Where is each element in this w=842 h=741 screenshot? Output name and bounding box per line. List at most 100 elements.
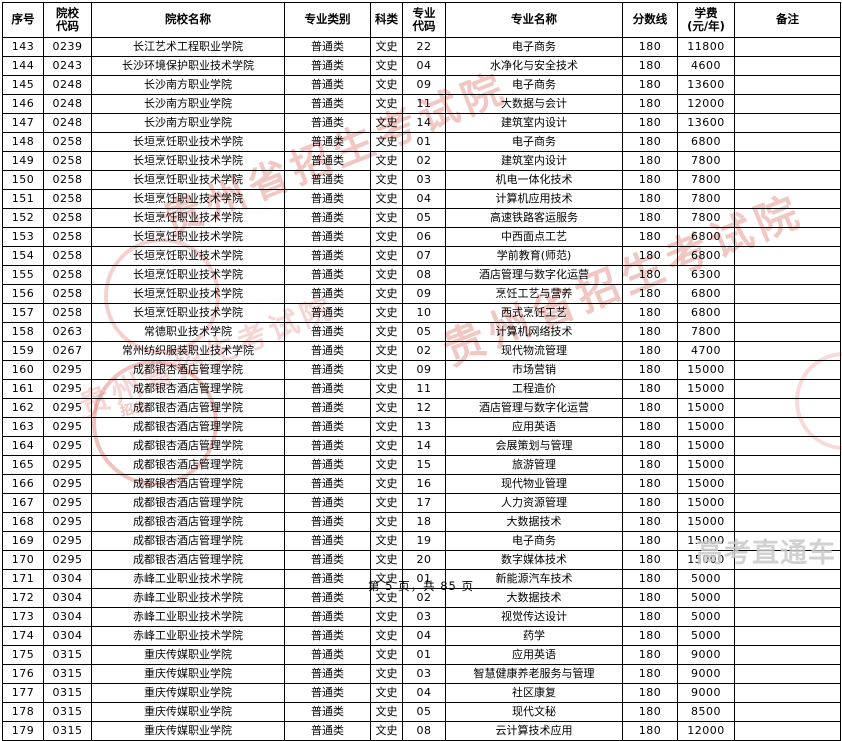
table-row: 169 0295 成都银杏酒店管理学院 普通类 文史 19 电子商务 180 15000 (2, 531, 841, 551)
cell-major-code: 14 (402, 436, 446, 456)
cell-school-code: 0248 (43, 75, 92, 95)
cell-seq: 144 (2, 56, 44, 76)
cell-seq: 168 (2, 512, 44, 532)
table-row: 158 0263 常德职业技术学院 普通类 文史 05 计算机网络技术 180 7800 (2, 322, 841, 342)
cell-major-code: 19 (402, 531, 446, 551)
cell-major-code: 01 (402, 132, 446, 152)
cell-subject: 文史 (370, 493, 403, 513)
cell-school-code: 0295 (43, 455, 92, 475)
cell-remark (734, 265, 841, 285)
table-row: 176 0315 重庆传媒职业学院 普通类 文史 03 智慧健康养老服务与管理 180 9000 (2, 664, 841, 684)
cell-school-name: 长垣烹饪职业技术学院 (91, 265, 285, 285)
col-header-remark: 备注 (734, 2, 841, 38)
col-header-major-code-line1: 专业 (412, 5, 436, 20)
cell-score-line: 180 (622, 341, 678, 361)
col-header-school-name: 院校名称 (91, 2, 285, 38)
cell-school-name: 常德职业技术学院 (91, 322, 285, 342)
cell-school-code: 0315 (43, 702, 92, 722)
cell-major-category: 普通类 (284, 626, 371, 646)
cell-score-line: 180 (622, 227, 678, 247)
cell-school-code: 0243 (43, 56, 92, 76)
table-row: 155 0258 长垣烹饪职业技术学院 普通类 文史 08 酒店管理与数字化运营 180 630… (2, 265, 841, 285)
cell-score-line: 180 (622, 550, 678, 570)
cell-score-line: 180 (622, 113, 678, 133)
cell-major-category: 普通类 (284, 265, 371, 285)
cell-major-name: 旅游管理 (445, 455, 623, 475)
cell-school-name: 成都银杏酒店管理学院 (91, 398, 285, 418)
cell-score-line: 180 (622, 189, 678, 209)
cell-major-category: 普通类 (284, 474, 371, 494)
cell-major-category: 普通类 (284, 208, 371, 228)
table-row: 168 0295 成都银杏酒店管理学院 普通类 文史 18 大数据技术 180 15000 (2, 512, 841, 532)
cell-major-code: 05 (402, 208, 446, 228)
cell-score-line: 180 (622, 265, 678, 285)
cell-remark (734, 208, 841, 228)
table-row: 171 0304 赤峰工业职业技术学院 普通类 文史 01 新能源汽车技术 180 5000 (2, 569, 841, 589)
cell-school-code: 0258 (43, 208, 92, 228)
table-row: 156 0258 长垣烹饪职业技术学院 普通类 文史 09 烹饪工艺与营养 180 6800 (2, 284, 841, 304)
col-header-score-line: 分数线 (622, 2, 678, 38)
cell-major-code: 03 (402, 170, 446, 190)
cell-major-category: 普通类 (284, 569, 371, 589)
cell-major-code: 05 (402, 322, 446, 342)
table-row: 173 0304 赤峰工业职业技术学院 普通类 文史 03 视觉传达设计 180 5000 (2, 607, 841, 627)
cell-subject: 文史 (370, 322, 403, 342)
table-row: 163 0295 成都银杏酒店管理学院 普通类 文史 13 应用英语 180 15000 (2, 417, 841, 437)
cell-school-code: 0295 (43, 379, 92, 399)
cell-school-code: 0248 (43, 113, 92, 133)
cell-score-line: 180 (622, 170, 678, 190)
cell-major-category: 普通类 (284, 360, 371, 380)
cell-score-line: 180 (622, 37, 678, 57)
cell-tuition: 15000 (677, 474, 735, 494)
col-header-major-code: 专业 代码 (402, 2, 446, 38)
cell-school-code: 0258 (43, 246, 92, 266)
cell-major-code: 09 (402, 360, 446, 380)
cell-seq: 148 (2, 132, 44, 152)
cell-tuition: 6800 (677, 227, 735, 247)
table-row: 161 0295 成都银杏酒店管理学院 普通类 文史 11 工程造价 180 15000 (2, 379, 841, 399)
cell-remark (734, 113, 841, 133)
cell-school-name: 长垣烹饪职业技术学院 (91, 246, 285, 266)
cell-score-line: 180 (622, 379, 678, 399)
cell-tuition: 15000 (677, 436, 735, 456)
cell-tuition: 4700 (677, 341, 735, 361)
col-header-school-code-line2: 代码 (56, 19, 79, 33)
cell-seq: 157 (2, 303, 44, 323)
cell-remark (734, 664, 841, 684)
cell-major-code: 18 (402, 512, 446, 532)
cell-major-category: 普通类 (284, 227, 371, 247)
cell-subject: 文史 (370, 341, 403, 361)
cell-tuition: 15000 (677, 550, 735, 570)
cell-major-code: 13 (402, 417, 446, 437)
table-row: 164 0295 成都银杏酒店管理学院 普通类 文史 14 会展策划与管理 180 15000 (2, 436, 841, 456)
cell-score-line: 180 (622, 151, 678, 171)
table-row: 150 0258 长垣烹饪职业技术学院 普通类 文史 03 机电一体化技术 180 7800 (2, 170, 841, 190)
cell-remark (734, 436, 841, 456)
cell-major-code: 04 (402, 626, 446, 646)
cell-school-name: 常州纺织服装职业技术学院 (91, 341, 285, 361)
table-header: 序号 院校 代码 院校名称 专业类别 科类 专业 代码 专业名称 分数线 学费 … (2, 2, 841, 38)
cell-major-name: 电子商务 (445, 132, 623, 152)
cell-major-name: 学前教育(师范) (445, 246, 623, 266)
cell-score-line: 180 (622, 360, 678, 380)
cell-major-name: 计算机应用技术 (445, 189, 623, 209)
cell-major-category: 普通类 (284, 37, 371, 57)
cell-tuition: 6800 (677, 303, 735, 323)
cell-subject: 文史 (370, 265, 403, 285)
cell-major-name: 大数据技术 (445, 512, 623, 532)
cell-remark (734, 626, 841, 646)
table-row: 147 0248 长沙南方职业学院 普通类 文史 14 建筑室内设计 180 13600 (2, 113, 841, 133)
cell-score-line: 180 (622, 493, 678, 513)
cell-major-code: 12 (402, 398, 446, 418)
col-header-tuition-line2: (元/年) (687, 19, 725, 33)
cell-tuition: 6800 (677, 246, 735, 266)
cell-major-category: 普通类 (284, 94, 371, 114)
cell-seq: 179 (2, 721, 44, 741)
cell-school-code: 0304 (43, 626, 92, 646)
cell-major-name: 西式烹饪工艺 (445, 303, 623, 323)
cell-seq: 152 (2, 208, 44, 228)
cell-score-line: 180 (622, 132, 678, 152)
cell-major-name: 电子商务 (445, 531, 623, 551)
cell-remark (734, 341, 841, 361)
cell-remark (734, 493, 841, 513)
